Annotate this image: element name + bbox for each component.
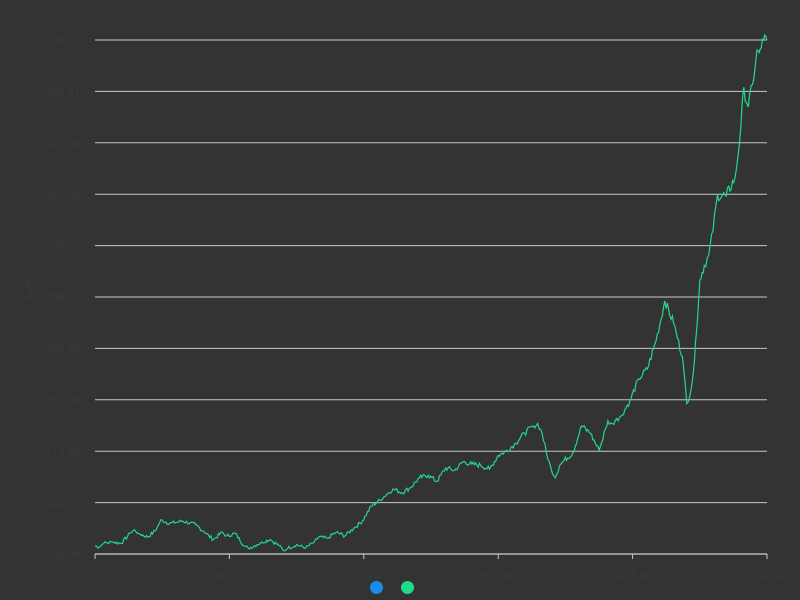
y-tick-label: 173.490: [46, 446, 86, 458]
y-tick-label: 256.640: [46, 343, 86, 355]
y-tick-label: 298.215: [46, 292, 86, 304]
y-tick-label: 464.515: [46, 86, 86, 98]
y-tick-labels: 90.345 131.815 173.490 215.065 256.640 298.21…: [46, 35, 86, 561]
legend[interactable]: [370, 581, 414, 594]
legend-marker-series-2[interactable]: [401, 581, 414, 594]
y-tick-label: 422.940: [46, 138, 86, 150]
x-tick-label: 1533.00: [747, 570, 787, 582]
legend-marker-series-1[interactable]: [370, 581, 383, 594]
y-axis-title: AAPL.S: [25, 266, 36, 301]
y-tick-label: 506.190: [46, 35, 86, 47]
y-tick-label: 339.790: [46, 241, 86, 253]
x-tick-label: 1226.40: [613, 570, 653, 582]
series-line: [94, 33, 768, 552]
gridlines: [94, 39, 768, 559]
x-tick-label: 919.80: [481, 570, 515, 582]
x-tick-label: 0.00: [84, 570, 105, 582]
series-lines: [94, 33, 768, 552]
x-tick-label: 306.60: [213, 570, 247, 582]
x-tick-labels: 0.00 306.60 613.20 919.80 1226.40 1533.00: [84, 570, 787, 582]
y-tick-label: 215.065: [46, 395, 86, 407]
y-tick-label: 131.815: [46, 498, 86, 510]
y-tick-label: 90.345: [52, 549, 86, 561]
y-tick-label: 381.365: [46, 189, 86, 201]
x-tick-label: 613.20: [347, 570, 381, 582]
